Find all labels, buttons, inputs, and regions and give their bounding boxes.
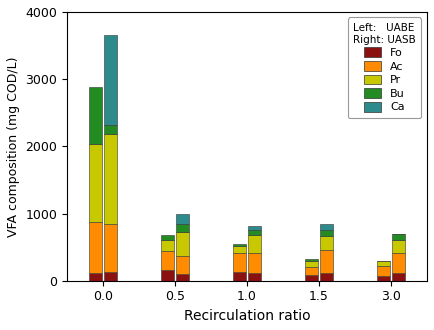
Legend: Fo, Ac, Pr, Bu, Ca: Fo, Ac, Pr, Bu, Ca bbox=[348, 17, 421, 118]
Bar bbox=[320, 236, 333, 250]
Bar bbox=[306, 267, 319, 276]
Bar bbox=[89, 87, 102, 144]
Bar bbox=[320, 273, 333, 281]
Bar bbox=[161, 235, 174, 240]
Bar bbox=[233, 246, 247, 252]
Bar bbox=[306, 261, 319, 267]
Bar bbox=[104, 224, 117, 272]
Bar bbox=[248, 235, 261, 253]
Bar bbox=[161, 240, 174, 251]
Bar bbox=[306, 276, 319, 281]
Bar bbox=[176, 232, 189, 256]
Bar bbox=[233, 272, 247, 281]
Bar bbox=[104, 35, 117, 125]
Bar bbox=[248, 253, 261, 273]
Bar bbox=[161, 270, 174, 281]
Bar bbox=[248, 230, 261, 235]
Bar bbox=[89, 144, 102, 222]
Bar bbox=[248, 273, 261, 281]
Y-axis label: VFA composition (mg COD/L): VFA composition (mg COD/L) bbox=[7, 56, 20, 237]
Bar bbox=[176, 256, 189, 274]
Bar bbox=[176, 214, 189, 224]
Bar bbox=[378, 266, 390, 276]
Bar bbox=[392, 273, 405, 281]
Bar bbox=[320, 230, 333, 236]
Bar bbox=[104, 272, 117, 281]
Bar bbox=[104, 125, 117, 134]
Bar bbox=[392, 234, 405, 240]
Bar bbox=[233, 252, 247, 272]
Bar bbox=[392, 240, 405, 253]
Bar bbox=[320, 250, 333, 273]
Bar bbox=[392, 253, 405, 273]
Bar bbox=[233, 245, 247, 246]
Bar bbox=[176, 224, 189, 232]
Bar bbox=[248, 226, 261, 230]
Bar bbox=[161, 251, 174, 270]
Bar bbox=[320, 224, 333, 230]
Bar bbox=[306, 259, 319, 261]
Bar bbox=[378, 261, 390, 266]
Bar bbox=[104, 134, 117, 224]
Bar bbox=[89, 273, 102, 281]
Bar bbox=[89, 222, 102, 273]
Bar bbox=[378, 276, 390, 281]
X-axis label: Recirculation ratio: Recirculation ratio bbox=[184, 309, 310, 323]
Bar bbox=[176, 274, 189, 281]
